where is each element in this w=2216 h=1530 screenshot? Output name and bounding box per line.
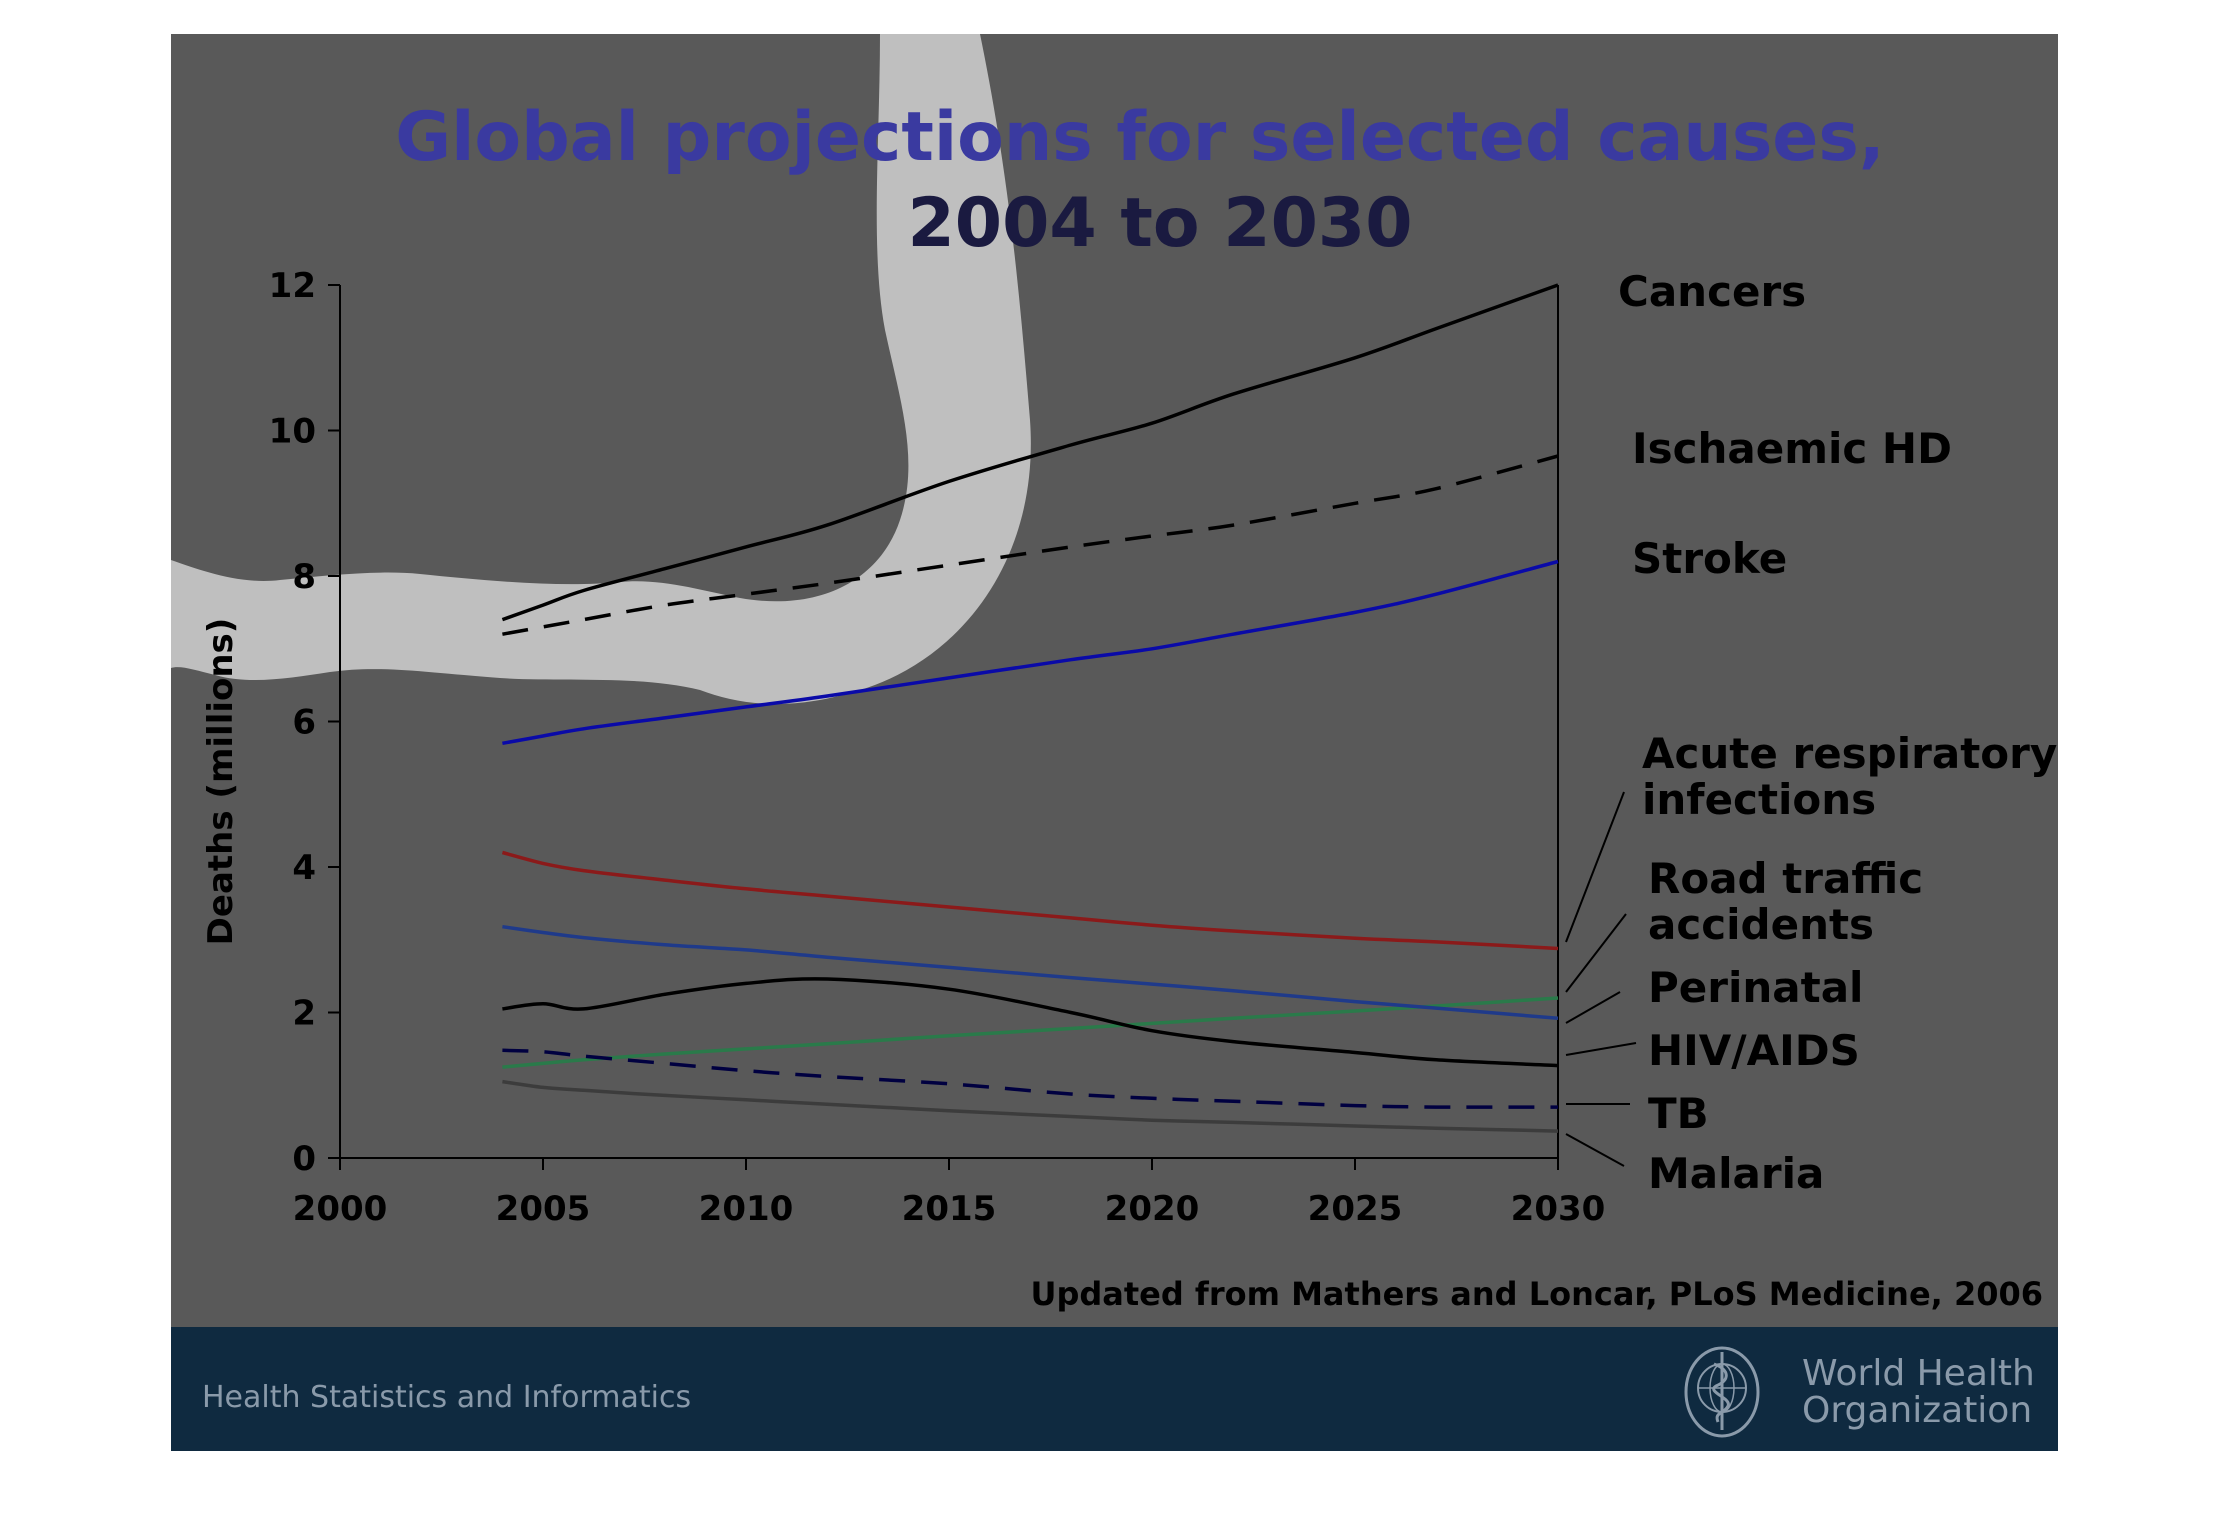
leader-line-hiv-aids <box>1565 1042 1637 1056</box>
series-label-acute-respiratory-infections: infections <box>1642 775 1876 824</box>
leader-line-acute-respiratory-infections <box>1565 791 1625 943</box>
series-label-road-traffic-accidents: accidents <box>1648 900 1874 949</box>
series-label-hiv-aids: HIV/AIDS <box>1648 1026 1860 1075</box>
footer-org-line1: World Health <box>1802 1353 2035 1394</box>
y-tick-label: 0 <box>292 1139 316 1179</box>
series-line-perinatal <box>502 924 1559 1021</box>
series-label-tb: TB <box>1648 1089 1709 1138</box>
leader-line-road-traffic-accidents <box>1565 913 1627 993</box>
chart-title-line2: 2004 to 2030 <box>907 184 1412 263</box>
footer-band <box>171 1327 2058 1451</box>
x-tick-label: 2000 <box>293 1189 388 1229</box>
series-line-acute-respiratory-infections <box>501 850 1559 951</box>
decorative-wave-shape <box>171 34 1031 704</box>
y-axis-label: Deaths (millions) <box>201 618 241 946</box>
y-tick-label: 12 <box>269 266 316 306</box>
y-tick-label: 10 <box>269 412 316 452</box>
leader-line-perinatal <box>1565 991 1621 1024</box>
plot-area: 0 2 4 6 8 10 12 2000 2005 2010 2015 2020 2025 2030 Dea… <box>201 266 2057 1229</box>
series-label-road-traffic-accidents: Road traffic <box>1648 854 1923 903</box>
series-line-ischaemic-hd <box>502 454 1559 636</box>
series-label-acute-respiratory-infections: Acute respiratory <box>1642 729 2057 778</box>
series-label-malaria: Malaria <box>1648 1149 1824 1198</box>
leader-line-malaria <box>1565 1133 1625 1167</box>
series-label-stroke: Stroke <box>1632 534 1787 583</box>
x-tick-label: 2015 <box>902 1189 997 1229</box>
y-tick-label: 4 <box>292 848 316 888</box>
series-label-ischaemic-hd: Ischaemic HD <box>1632 424 1952 473</box>
footer-org-line2: Organization <box>1802 1390 2032 1431</box>
series-line-tb <box>502 1048 1559 1109</box>
footer-left-label: Health Statistics and Informatics <box>202 1380 691 1415</box>
series-line-hiv-aids <box>502 977 1559 1068</box>
x-tick-label: 2030 <box>1511 1189 1606 1229</box>
y-tick-label: 8 <box>292 557 316 597</box>
x-tick-label: 2025 <box>1308 1189 1403 1229</box>
x-tick-label: 2020 <box>1105 1189 1200 1229</box>
series-line-cancers <box>501 283 1559 622</box>
who-emblem-icon <box>1684 1346 1760 1438</box>
series-line-stroke <box>502 559 1559 746</box>
y-tick-label: 2 <box>292 994 316 1034</box>
source-note: Updated from Mathers and Loncar, PLoS Me… <box>1030 1275 2043 1313</box>
x-tick-label: 2005 <box>496 1189 591 1229</box>
x-tick-label: 2010 <box>699 1189 794 1229</box>
series-label-perinatal: Perinatal <box>1648 963 1863 1012</box>
series-line-malaria <box>502 1079 1559 1133</box>
series-label-cancers: Cancers <box>1618 267 1806 316</box>
y-tick-label: 6 <box>292 703 316 743</box>
slide-background <box>171 34 2058 1327</box>
chart-title-line1: Global projections for selected causes, <box>395 98 1884 177</box>
